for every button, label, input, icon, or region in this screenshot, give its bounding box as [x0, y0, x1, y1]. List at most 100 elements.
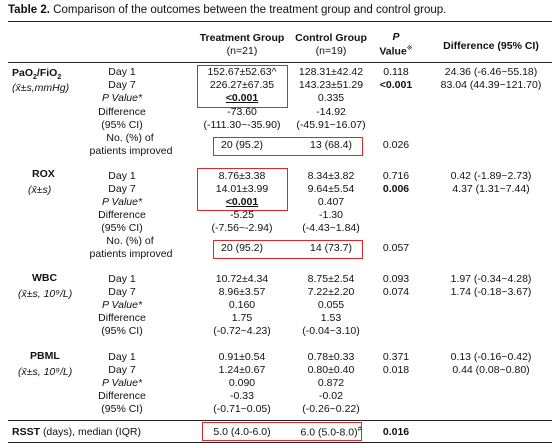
pbml-c-pvalue: 0.872 [317, 377, 345, 389]
pf-c-day1: 128.31±42.42 [298, 66, 364, 78]
rsst-p-value: 0.016 [382, 426, 410, 438]
wbc-c-pvalue: 0.055 [317, 299, 345, 311]
pf-c-diff: -14.92 [316, 106, 346, 118]
pf-t-day1: 152.67±52.63^ [207, 66, 277, 78]
pf-treatment-highlight [197, 65, 288, 108]
pbml-p-day7: 0.018 [382, 364, 410, 376]
pf-name: PaO2/FiO2 [12, 67, 62, 82]
rox-treatment-highlight [197, 168, 288, 211]
wbc-p-day1: 0.093 [382, 273, 410, 285]
header-treatment: Treatment Group [199, 32, 285, 44]
rsst-label: RSST (days), median (IQR) [12, 426, 141, 438]
pbml-p-day1: 0.371 [382, 351, 410, 363]
pbml-name: PBML [30, 350, 60, 362]
pbml-c-ci: (-0.26~0.22) [302, 403, 360, 415]
wbc-p-day7: 0.074 [382, 286, 410, 298]
pf-pvalue-label: P Value* [101, 92, 143, 104]
rox-p-improved: 0.057 [382, 242, 410, 254]
rox-d-day1: 0.42 (-1.89~2.73) [450, 170, 532, 182]
pbml-unit: (x̄±s, 10⁹/L) [18, 366, 73, 378]
pf-t-improved: 20 (95.2) [220, 139, 264, 151]
wbc-pvalue-label: P Value* [101, 299, 143, 311]
pf-no-label: No. (%) of [106, 132, 154, 144]
rox-d-day7: 4.37 (1.31~7.44) [452, 183, 530, 195]
pf-c-day7: 143.23±51.29 [298, 79, 364, 91]
rox-t-ci: (-7.56~-2.94) [211, 222, 273, 234]
pf-p-day7: <0.001 [379, 79, 413, 91]
pbml-d-day7: 0.44 (0.08~0.80) [452, 364, 530, 376]
wbc-t-diff: 1.75 [231, 312, 253, 324]
wbc-ci-label: (95% CI) [101, 325, 143, 337]
bottom-rule [8, 442, 552, 443]
header-treatment-n: (n=21) [226, 45, 258, 57]
pbml-t-pvalue: 0.090 [228, 377, 256, 389]
wbc-c-ci: (-0.04~3.10) [302, 325, 360, 337]
pbml-day1-label: Day 1 [108, 351, 136, 363]
pf-p-improved: 0.026 [382, 139, 410, 151]
pf-t-pvalue: <0.001 [225, 92, 259, 104]
pbml-t-day7: 1.24±0.67 [218, 364, 266, 376]
pbml-c-day7: 0.80±0.40 [307, 364, 355, 376]
wbc-unit: (x̄±s, 10⁹/L) [18, 288, 73, 300]
pf-d-day7: 83.04 (44.39~121.70) [440, 79, 542, 91]
rsst-t-value: 5.0 (4.0-6.0) [213, 426, 271, 438]
wbc-day1-label: Day 1 [108, 273, 136, 285]
top-rule [8, 21, 552, 22]
pf-c-improved: 13 (68.4) [309, 139, 353, 151]
rox-t-improved: 20 (95.2) [220, 242, 264, 254]
pf-d-day1: 24.36 (-6.46~55.18) [444, 66, 538, 78]
wbc-t-day1: 10.72±4.34 [215, 273, 269, 285]
pf-ci-label: (95% CI) [101, 119, 143, 131]
pbml-c-day1: 0.78±0.33 [307, 351, 355, 363]
pf-t-diff: -73.60 [227, 106, 257, 118]
pbml-t-ci: (-0.71~0.05) [213, 403, 271, 415]
wbc-diff-label: Difference [98, 312, 146, 324]
rox-t-day1: 8.76±3.38 [218, 170, 266, 182]
rox-c-improved: 14 (73.7) [309, 242, 353, 254]
rsst-c-value: 6.0 (5.0-8.0)# [300, 426, 362, 439]
rox-day7-label: Day 7 [108, 183, 136, 195]
header-difference: Difference (95% CI) [443, 40, 539, 52]
pf-day1-label: Day 1 [108, 66, 136, 78]
pf-c-pvalue: 0.335 [317, 92, 345, 104]
rox-no-label: No. (%) of [106, 235, 154, 247]
rsst-rule-top [8, 420, 552, 421]
wbc-t-ci: (-0.72~4.23) [213, 325, 271, 337]
rox-c-day7: 9.64±5.54 [307, 183, 355, 195]
rox-t-pvalue: <0.001 [225, 196, 259, 208]
wbc-c-day1: 8.75±2.54 [307, 273, 355, 285]
rox-p-day7: 0.006 [382, 183, 410, 195]
pf-p-day1: 0.118 [383, 66, 409, 78]
rox-c-pvalue: 0.407 [317, 196, 345, 208]
rox-name: ROX [32, 168, 55, 180]
wbc-c-day7: 7.22±2.20 [307, 286, 355, 298]
rox-p-day1: 0.716 [382, 170, 410, 182]
table-title: Table 2. Comparison of the outcomes betw… [8, 4, 447, 16]
wbc-day7-label: Day 7 [108, 286, 136, 298]
rox-c-ci: (-4.43~1.84) [302, 222, 360, 234]
pbml-day7-label: Day 7 [108, 364, 136, 376]
header-p-value: Value※ [379, 45, 413, 58]
header-rule [8, 62, 552, 63]
pf-c-ci: (-45.91~16.07) [296, 119, 366, 131]
rox-pvalue-label: P Value* [101, 196, 143, 208]
pbml-ci-label: (95% CI) [101, 403, 143, 415]
header-control-n: (n=19) [315, 45, 347, 57]
pf-unit: (x̄±s,mmHg) [12, 82, 70, 94]
rox-improved-label: patients improved [89, 248, 173, 260]
rox-unit: (x̄±s) [28, 184, 52, 196]
header-control: Control Group [295, 32, 367, 44]
wbc-d-day7: 1.74 (-0.18~3.67) [450, 286, 532, 298]
rox-day1-label: Day 1 [108, 170, 136, 182]
wbc-name: WBC [32, 272, 58, 284]
pbml-t-day1: 0.91±0.54 [218, 351, 266, 363]
rox-ci-label: (95% CI) [101, 222, 143, 234]
pf-day7-label: Day 7 [108, 79, 136, 91]
pf-improved-highlight [213, 137, 363, 156]
pf-t-day7: 226.27±67.35 [209, 79, 275, 91]
pbml-diff-label: Difference [98, 390, 146, 402]
rox-improved-highlight [213, 240, 363, 259]
pf-diff-label: Difference [98, 106, 146, 118]
wbc-d-day1: 1.97 (-0.34~4.28) [450, 273, 532, 285]
wbc-t-pvalue: 0.160 [228, 299, 256, 311]
